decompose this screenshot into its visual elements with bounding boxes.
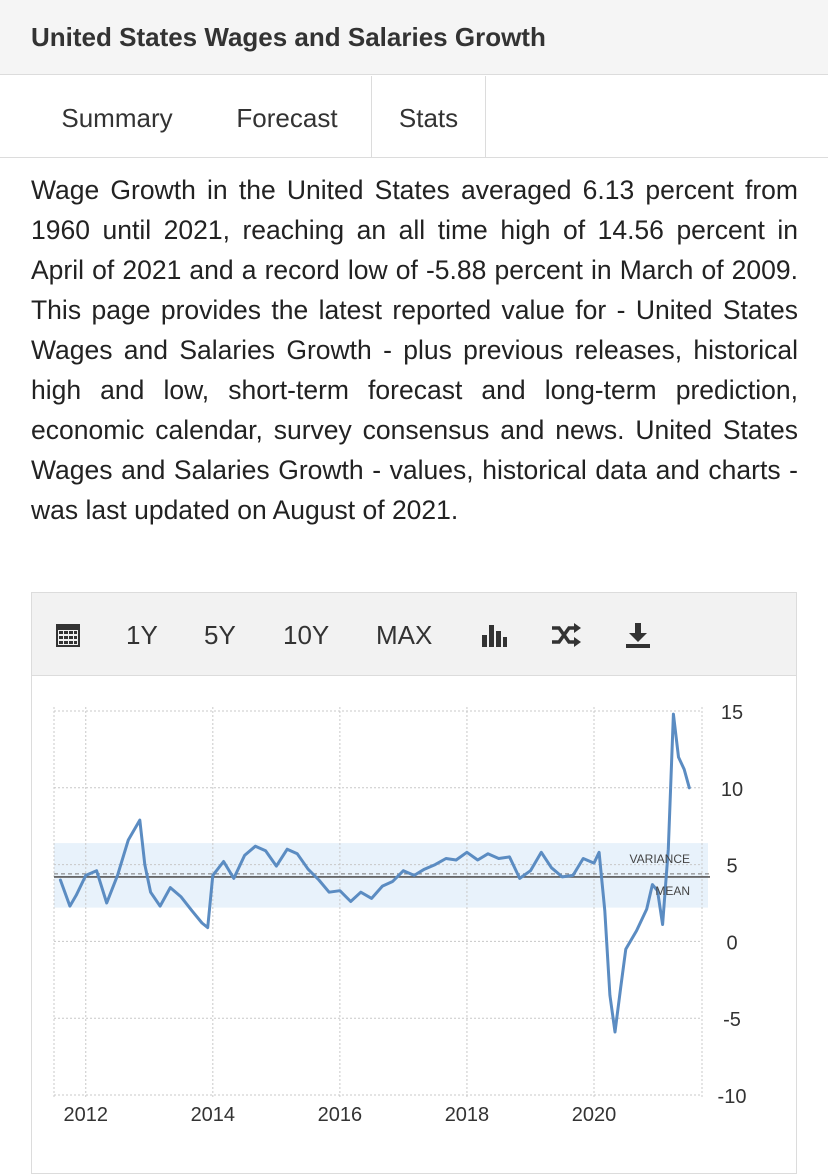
- range-max-button[interactable]: MAX: [376, 620, 433, 650]
- x-tick-label: 2020: [572, 1104, 617, 1126]
- series-line: [58, 712, 691, 1034]
- tab-stats[interactable]: Stats: [371, 76, 486, 157]
- range-10y-button[interactable]: 10Y: [283, 620, 330, 650]
- x-tick-label: 2014: [191, 1104, 236, 1126]
- x-tick-label: 2018: [445, 1104, 490, 1126]
- calendar-icon[interactable]: [50, 593, 86, 676]
- tab-summary[interactable]: Summary: [61, 103, 173, 133]
- chart-toolbar: 1Y 5Y 10Y MAX: [32, 593, 796, 676]
- mean-label: MEAN: [655, 884, 690, 898]
- y-tick-label: 5: [726, 856, 737, 878]
- range-5y-button[interactable]: 5Y: [204, 620, 236, 650]
- y-tick-label: 15: [721, 702, 743, 724]
- x-tick-label: 2016: [318, 1104, 363, 1126]
- line-chart: VARIANCE MEAN 15 10 5 0 -5 -10 2012 2014 2016 2018 2…: [53, 702, 747, 1126]
- y-tick-label: 10: [721, 779, 743, 801]
- page-header: United States Wages and Salaries Growth: [0, 0, 828, 75]
- y-tick-label: -5: [723, 1009, 741, 1031]
- range-1y-button[interactable]: 1Y: [126, 620, 158, 650]
- shuffle-icon[interactable]: [548, 593, 584, 676]
- y-tick-label: 0: [726, 932, 737, 954]
- x-tick-label: 2012: [64, 1104, 109, 1126]
- download-icon[interactable]: [622, 593, 654, 676]
- bar-chart-icon[interactable]: [478, 593, 510, 676]
- page-title: United States Wages and Salaries Growth: [31, 22, 546, 52]
- tab-bar: Summary Forecast Stats: [0, 76, 828, 158]
- summary-description: Wage Growth in the United States average…: [31, 175, 798, 525]
- tab-forecast[interactable]: Forecast: [236, 103, 338, 133]
- variance-label: VARIANCE: [630, 852, 690, 866]
- variance-band: [54, 843, 708, 908]
- y-tick-label: -10: [718, 1086, 747, 1108]
- chart-panel: 1Y 5Y 10Y MAX: [31, 592, 797, 1174]
